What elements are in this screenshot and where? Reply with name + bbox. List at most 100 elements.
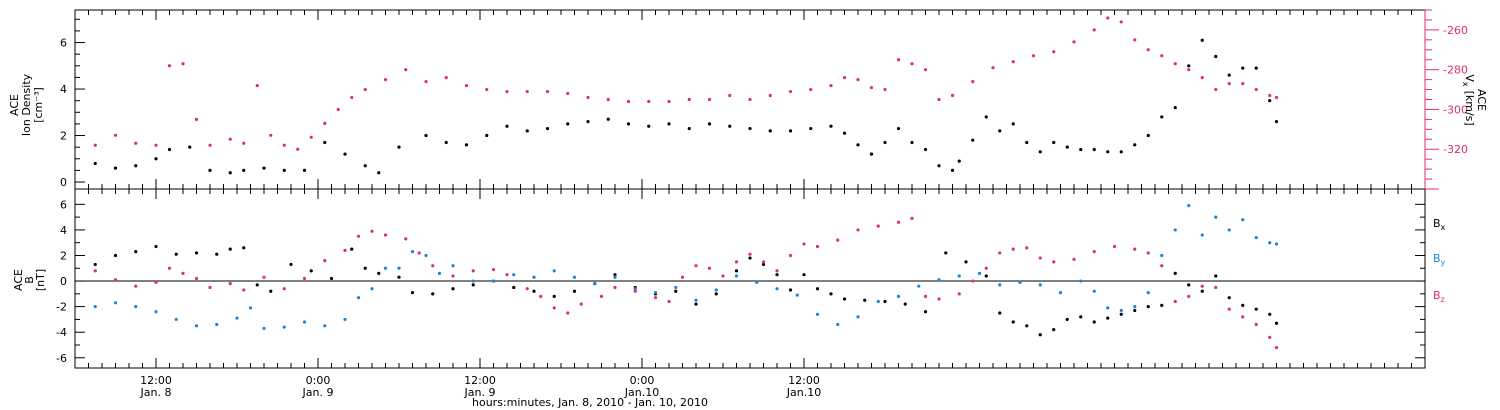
- bottom-series-0-point: [1146, 305, 1150, 309]
- top-series-0-point: [363, 164, 367, 168]
- bottom-series-2-point: [323, 259, 327, 263]
- bottom-series-1-point: [1254, 235, 1258, 240]
- bottom-series-1-point: [977, 271, 982, 275]
- bottom-series-1-point: [856, 315, 860, 319]
- top-series-0-point: [910, 140, 914, 145]
- bottom-series-1-point: [896, 294, 901, 298]
- top-series-1-point: [566, 91, 570, 96]
- bottom-series-2-point: [242, 288, 246, 292]
- top-series-1-point: [950, 93, 955, 98]
- bottom-series-0-point: [1011, 320, 1015, 324]
- top-series-0-point: [208, 168, 212, 173]
- bottom-series-0-point: [1200, 289, 1204, 293]
- top-series-1-point: [923, 68, 928, 72]
- top-series-0-point: [984, 115, 988, 119]
- bottom-series-2-point: [471, 269, 475, 273]
- top-right-axis-title-line1: ACE: [1475, 89, 1488, 111]
- bottom-series-2-point: [1241, 315, 1245, 319]
- top-series-1-point: [647, 99, 651, 104]
- top-series-1-point: [336, 107, 340, 112]
- top-series-1-point: [1268, 93, 1272, 98]
- bottom-series-0-point: [1274, 321, 1279, 325]
- bottom-series-1-point: [1200, 233, 1204, 237]
- top-series-0-point: [525, 129, 529, 133]
- top-series-1-point: [896, 58, 901, 62]
- bottom-left-axis-unit: [nT]: [34, 269, 47, 291]
- bottom-series-1-point: [262, 326, 266, 330]
- top-series-0-point: [896, 126, 901, 131]
- top-series-1-point: [1072, 40, 1076, 44]
- bottom-series-2-point: [998, 251, 1002, 255]
- bottom-series-2-point: [194, 276, 199, 281]
- bottom-series-1-point: [532, 275, 536, 279]
- top-left-axis-title: ACEIon Density[cm⁻³]: [8, 73, 45, 136]
- bottom-series-1-point: [755, 280, 759, 284]
- top-series-1-point: [525, 89, 529, 94]
- top-series-1-point: [194, 117, 199, 121]
- bottom-series-2-point: [910, 216, 914, 221]
- bottom-series-1-point: [1187, 204, 1191, 208]
- top-series-1-point: [856, 78, 860, 82]
- bottom-series-2-point: [552, 306, 556, 310]
- bottom-series-0-point: [289, 262, 293, 267]
- top-series-1-point: [93, 143, 97, 147]
- top-left-tick-label: 4: [60, 83, 67, 96]
- top-series-0-point: [485, 133, 489, 138]
- bottom-series-1-point: [397, 266, 401, 270]
- bottom-series-1-point: [1173, 228, 1177, 232]
- top-series-1-point: [505, 89, 509, 94]
- bottom-series-1-point: [957, 274, 961, 278]
- bottom-series-0-point: [802, 273, 806, 277]
- top-series-1-point: [1119, 20, 1123, 24]
- bottom-series-1-point: [302, 320, 307, 324]
- bottom-series-2-point: [1025, 246, 1029, 250]
- top-series-1-point: [1187, 68, 1191, 72]
- bottom-series-2-point: [417, 251, 421, 255]
- bottom-series-0-point: [269, 289, 273, 293]
- top-series-0-point: [1160, 115, 1164, 119]
- bottom-series-0-point: [842, 297, 847, 301]
- bottom-series-0-point: [815, 287, 820, 291]
- bottom-series-0-point: [1187, 283, 1191, 287]
- bottom-series-1-point: [593, 282, 597, 286]
- bottom-series-2-point: [579, 302, 583, 306]
- bottom-series-1-point: [633, 287, 637, 291]
- bottom-series-2-point: [937, 297, 941, 301]
- bottom-series-0-point: [377, 271, 381, 275]
- top-series-1-point: [464, 83, 469, 88]
- bottom-series-2-point: [1133, 247, 1137, 251]
- bottom-series-1-point: [1146, 290, 1150, 295]
- bottom-series-1-point: [572, 275, 577, 279]
- top-series-0-point: [748, 126, 752, 131]
- bottom-series-2-point: [134, 284, 138, 288]
- top-right-tick-label: -260: [1443, 24, 1468, 37]
- top-series-0-point: [856, 143, 860, 147]
- top-series-1-point: [1227, 81, 1231, 86]
- top-series-1-point: [309, 135, 313, 139]
- bottom-series-1-point: [154, 310, 158, 314]
- top-series-0-point: [788, 129, 793, 133]
- bottom-series-1-point: [1058, 290, 1063, 295]
- bottom-series-0-point: [309, 269, 313, 273]
- bottom-series-1-point: [356, 296, 361, 300]
- top-series-1-point: [1092, 28, 1096, 32]
- top-series-0-point: [93, 161, 97, 166]
- bottom-series-0-point: [572, 289, 577, 293]
- top-series-0-point: [728, 124, 732, 128]
- bottom-series-2-point: [1200, 284, 1204, 288]
- top-series-1-point: [1011, 60, 1015, 64]
- bottom-series-2-point: [1160, 264, 1164, 268]
- top-series-0-point: [1106, 150, 1110, 154]
- bottom-series-2-point: [923, 294, 928, 298]
- top-series-0-point: [566, 122, 570, 126]
- top-series-1-point: [323, 121, 327, 125]
- top-series-0-point: [1227, 73, 1231, 77]
- top-series-1-point: [208, 143, 212, 147]
- bottom-series-2-point: [1052, 260, 1056, 264]
- top-right-tick-label: -280: [1443, 64, 1468, 77]
- bottom-series-0-point: [174, 252, 178, 256]
- bottom-series-1-point: [1227, 228, 1231, 232]
- top-series-0-point: [809, 126, 813, 131]
- bottom-series-2-point: [876, 224, 880, 228]
- bottom-series-2-point: [113, 278, 118, 282]
